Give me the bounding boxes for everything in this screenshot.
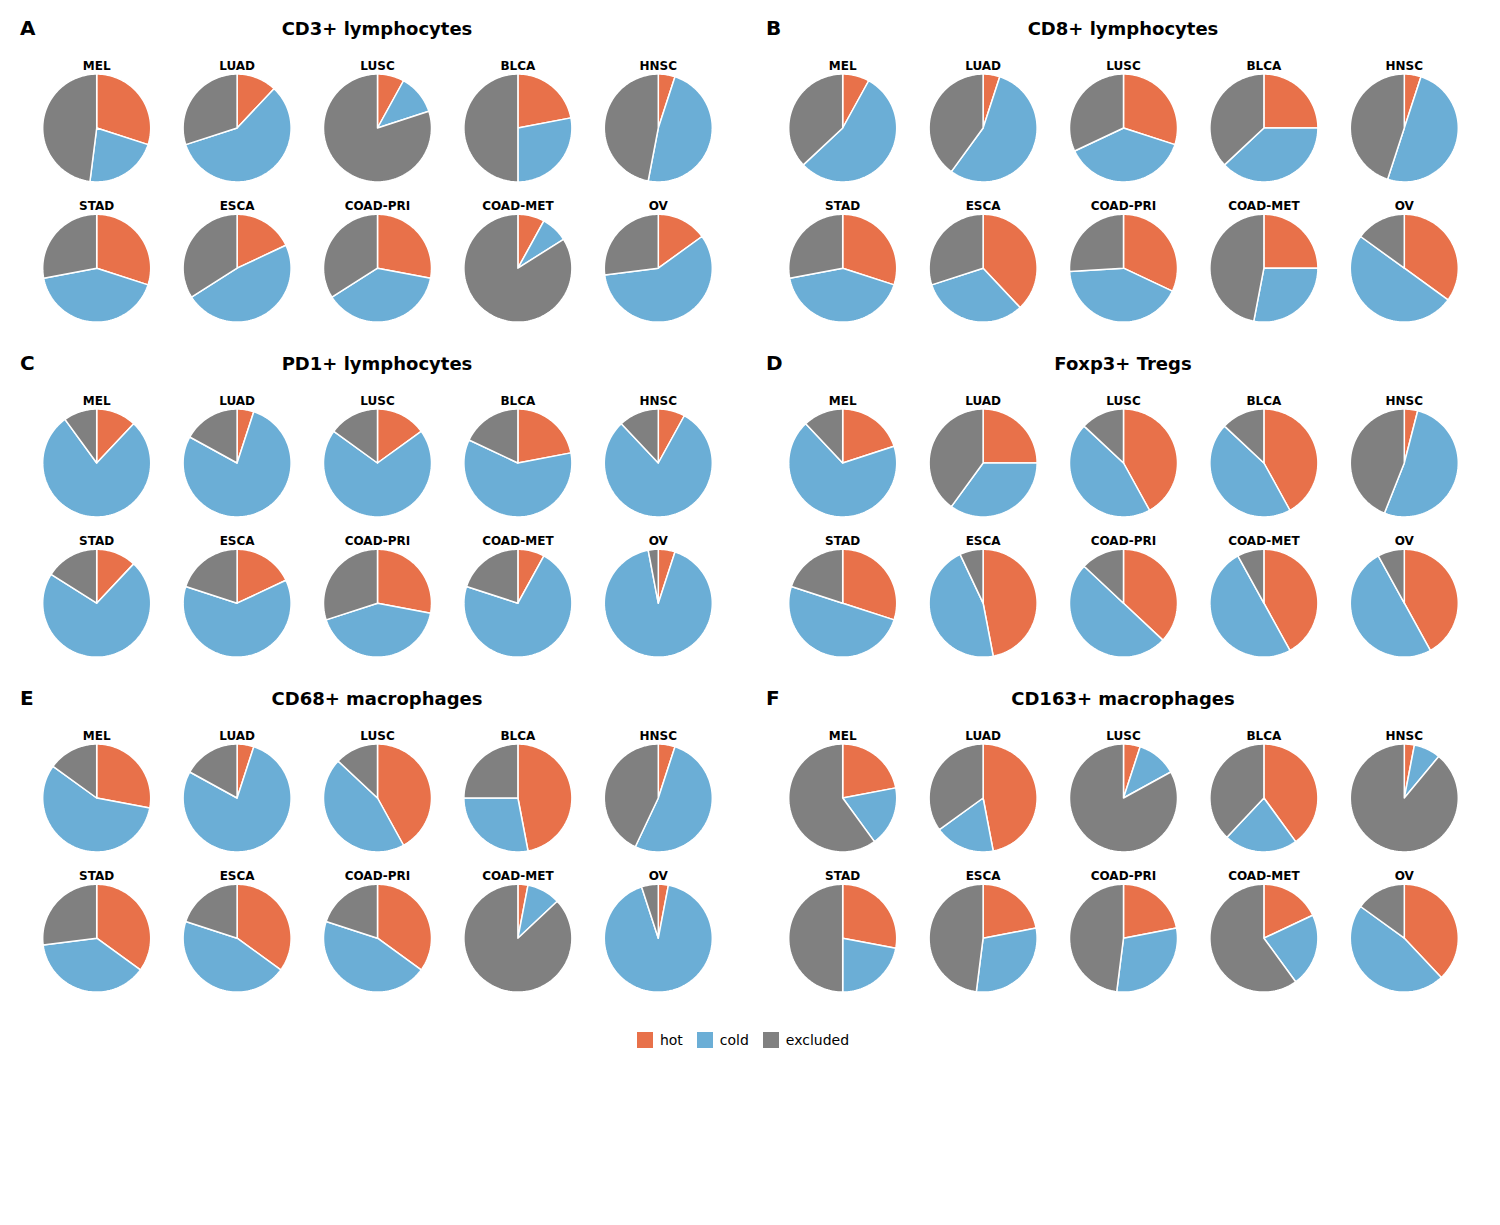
svg-text:COAD-PRI: COAD-PRI bbox=[345, 869, 411, 883]
html-text:E: E bbox=[20, 686, 34, 710]
svg-text:MEL: MEL bbox=[829, 729, 857, 743]
svg-text:HNSC: HNSC bbox=[1386, 59, 1424, 73]
svg-text:STAD: STAD bbox=[825, 534, 860, 548]
svg-text:HNSC: HNSC bbox=[1386, 729, 1424, 743]
svg-text:LUSC: LUSC bbox=[360, 729, 395, 743]
svg-text:COAD-MET: COAD-MET bbox=[1228, 199, 1300, 213]
html-text:A: A bbox=[20, 16, 36, 40]
html-text:hot: hot bbox=[659, 1031, 683, 1048]
svg-text:OV: OV bbox=[1395, 869, 1415, 883]
svg-text:BLCA: BLCA bbox=[1246, 394, 1282, 408]
html-text:CD68+ macrophages: CD68+ macrophages bbox=[271, 688, 483, 709]
svg-text:HNSC: HNSC bbox=[640, 394, 678, 408]
svg-text:COAD-PRI: COAD-PRI bbox=[345, 199, 411, 213]
svg-text:ESCA: ESCA bbox=[966, 534, 1002, 548]
svg-text:HNSC: HNSC bbox=[1386, 394, 1424, 408]
svg-text:LUAD: LUAD bbox=[219, 729, 255, 743]
svg-text:BLCA: BLCA bbox=[500, 394, 536, 408]
html-text:D: D bbox=[766, 351, 783, 375]
svg-text:LUAD: LUAD bbox=[219, 59, 255, 73]
svg-text:MEL: MEL bbox=[829, 394, 857, 408]
html-text:CD163+ macrophages: CD163+ macrophages bbox=[1011, 688, 1235, 709]
svg-text:STAD: STAD bbox=[825, 869, 860, 883]
html-text:cold: cold bbox=[719, 1031, 749, 1048]
svg-text:HNSC: HNSC bbox=[640, 59, 678, 73]
html-text:Foxp3+ Tregs: Foxp3+ Tregs bbox=[1054, 353, 1192, 374]
svg-text:STAD: STAD bbox=[79, 534, 114, 548]
svg-text:OV: OV bbox=[649, 199, 669, 213]
html-text:C: C bbox=[20, 351, 35, 375]
svg-text:ESCA: ESCA bbox=[966, 869, 1002, 883]
svg-text:LUSC: LUSC bbox=[1106, 394, 1141, 408]
svg-text:STAD: STAD bbox=[825, 199, 860, 213]
svg-text:OV: OV bbox=[1395, 534, 1415, 548]
svg-text:ESCA: ESCA bbox=[966, 199, 1002, 213]
svg-text:MEL: MEL bbox=[83, 394, 111, 408]
svg-text:OV: OV bbox=[649, 534, 669, 548]
svg-text:OV: OV bbox=[1395, 199, 1415, 213]
svg-text:COAD-PRI: COAD-PRI bbox=[345, 534, 411, 548]
svg-text:COAD-MET: COAD-MET bbox=[482, 199, 554, 213]
svg-text:COAD-MET: COAD-MET bbox=[1228, 534, 1300, 548]
svg-text:BLCA: BLCA bbox=[500, 59, 536, 73]
svg-text:STAD: STAD bbox=[79, 869, 114, 883]
svg-text:ESCA: ESCA bbox=[220, 199, 256, 213]
svg-text:LUAD: LUAD bbox=[965, 394, 1001, 408]
html-text:PD1+ lymphocytes: PD1+ lymphocytes bbox=[281, 353, 473, 374]
svg-text:MEL: MEL bbox=[829, 59, 857, 73]
svg-text:COAD-MET: COAD-MET bbox=[482, 534, 554, 548]
svg-text:MEL: MEL bbox=[83, 59, 111, 73]
svg-text:LUAD: LUAD bbox=[965, 729, 1001, 743]
svg-text:LUAD: LUAD bbox=[965, 59, 1001, 73]
svg-text:LUSC: LUSC bbox=[1106, 59, 1141, 73]
svg-text:MEL: MEL bbox=[83, 729, 111, 743]
svg-text:COAD-MET: COAD-MET bbox=[482, 869, 554, 883]
svg-text:ESCA: ESCA bbox=[220, 869, 256, 883]
svg-text:HNSC: HNSC bbox=[640, 729, 678, 743]
html-text:excluded: excluded bbox=[785, 1031, 850, 1048]
svg-text:COAD-PRI: COAD-PRI bbox=[1091, 199, 1157, 213]
svg-text:LUSC: LUSC bbox=[360, 59, 395, 73]
svg-text:OV: OV bbox=[649, 869, 669, 883]
svg-text:COAD-PRI: COAD-PRI bbox=[1091, 534, 1157, 548]
svg-text:LUSC: LUSC bbox=[1106, 729, 1141, 743]
html-text:CD3+ lymphocytes: CD3+ lymphocytes bbox=[281, 18, 473, 39]
svg-text:BLCA: BLCA bbox=[1246, 729, 1282, 743]
svg-text:LUAD: LUAD bbox=[219, 394, 255, 408]
html-text:F: F bbox=[766, 686, 780, 710]
svg-text:STAD: STAD bbox=[79, 199, 114, 213]
svg-text:ESCA: ESCA bbox=[220, 534, 256, 548]
svg-text:COAD-PRI: COAD-PRI bbox=[1091, 869, 1157, 883]
svg-text:COAD-MET: COAD-MET bbox=[1228, 869, 1300, 883]
html-text:B: B bbox=[766, 16, 782, 40]
svg-text:BLCA: BLCA bbox=[500, 729, 536, 743]
html-text:CD8+ lymphocytes: CD8+ lymphocytes bbox=[1027, 18, 1219, 39]
svg-text:LUSC: LUSC bbox=[360, 394, 395, 408]
svg-text:BLCA: BLCA bbox=[1246, 59, 1282, 73]
